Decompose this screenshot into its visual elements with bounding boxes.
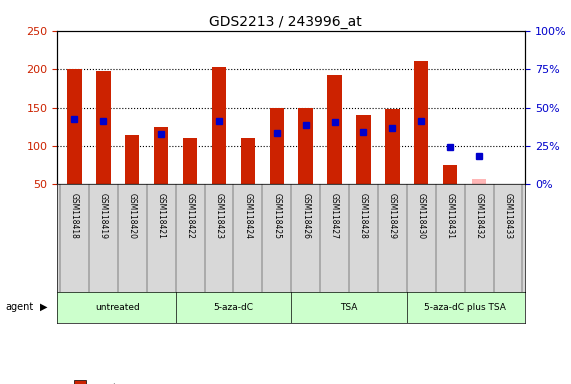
Bar xyxy=(125,135,139,184)
Text: 5-aza-dC: 5-aza-dC xyxy=(214,303,254,312)
Text: GSM118425: GSM118425 xyxy=(272,193,282,239)
Bar xyxy=(240,138,255,184)
Text: count: count xyxy=(91,383,117,384)
Text: GSM118423: GSM118423 xyxy=(215,193,223,239)
Bar xyxy=(96,71,111,184)
Text: untreated: untreated xyxy=(95,303,140,312)
Text: GSM118418: GSM118418 xyxy=(70,193,79,239)
Text: GSM118420: GSM118420 xyxy=(128,193,136,239)
Text: agent: agent xyxy=(6,302,34,312)
Text: GDS2213 / 243996_at: GDS2213 / 243996_at xyxy=(209,15,362,29)
Text: GSM118428: GSM118428 xyxy=(359,193,368,239)
Text: GSM118429: GSM118429 xyxy=(388,193,397,239)
Text: GSM118424: GSM118424 xyxy=(243,193,252,239)
Text: 5-aza-dC plus TSA: 5-aza-dC plus TSA xyxy=(424,303,505,312)
Bar xyxy=(212,67,226,184)
Text: GSM118427: GSM118427 xyxy=(330,193,339,239)
Bar xyxy=(356,115,371,184)
Text: GSM118422: GSM118422 xyxy=(186,193,195,239)
Text: GSM118432: GSM118432 xyxy=(475,193,484,239)
Bar xyxy=(443,165,457,184)
Bar xyxy=(183,138,197,184)
Text: GSM118430: GSM118430 xyxy=(417,193,426,239)
Bar xyxy=(472,179,486,184)
Text: GSM118431: GSM118431 xyxy=(446,193,455,239)
Text: GSM118421: GSM118421 xyxy=(156,193,166,239)
Text: TSA: TSA xyxy=(340,303,357,312)
Bar xyxy=(385,109,400,184)
Bar xyxy=(299,108,313,184)
Text: GSM118419: GSM118419 xyxy=(99,193,108,239)
Bar xyxy=(270,108,284,184)
Bar xyxy=(327,75,342,184)
Text: GSM118433: GSM118433 xyxy=(504,193,513,239)
Bar xyxy=(154,127,168,184)
Bar xyxy=(414,61,428,184)
Text: ▶: ▶ xyxy=(40,302,47,312)
Bar xyxy=(67,69,82,184)
Text: GSM118426: GSM118426 xyxy=(301,193,310,239)
